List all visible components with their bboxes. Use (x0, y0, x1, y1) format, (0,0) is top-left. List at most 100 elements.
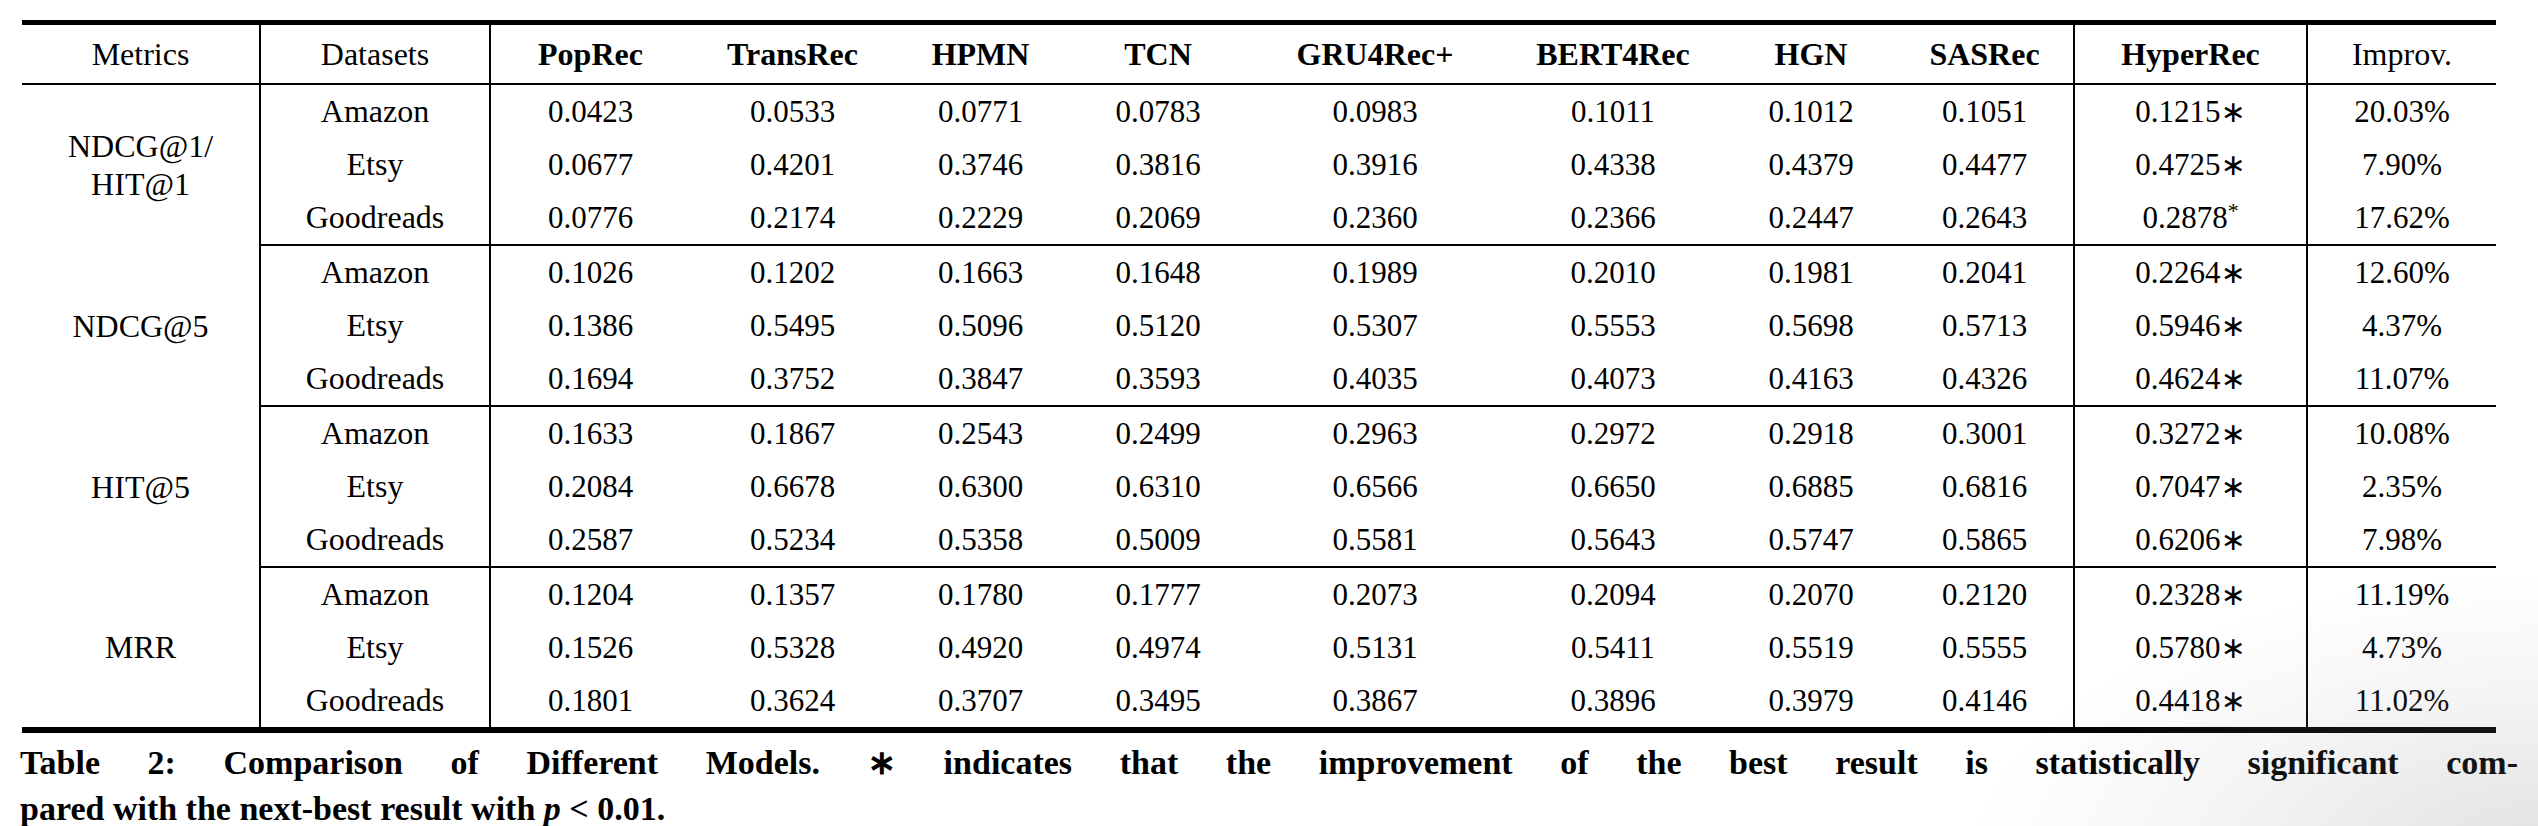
value-cell: 0.4974 (1066, 621, 1250, 674)
significance-marker: ∗ (2221, 523, 2246, 556)
value-cell: 0.4477 (1896, 138, 2074, 191)
value-cell: 0.3746 (895, 138, 1066, 191)
significance-marker: ∗ (2221, 417, 2246, 450)
value-cell: 0.5131 (1250, 621, 1500, 674)
table-row: Goodreads0.18010.36240.37070.34950.38670… (22, 674, 2496, 730)
value-cell: 0.5411 (1500, 621, 1726, 674)
hyperrec-cell: 0.3272∗ (2074, 406, 2307, 460)
improv-cell: 4.73% (2307, 621, 2496, 674)
value-cell: 0.2963 (1250, 406, 1500, 460)
value-cell: 0.4035 (1250, 352, 1500, 406)
caption-text-2: pared with the next-best result with (20, 790, 544, 826)
value-cell: 0.2643 (1896, 191, 2074, 245)
value-cell: 0.5358 (895, 513, 1066, 567)
hyperrec-value: 0.4418 (2135, 683, 2220, 718)
value-cell: 0.1202 (690, 245, 895, 299)
dataset-cell: Etsy (260, 299, 490, 352)
value-cell: 0.3593 (1066, 352, 1250, 406)
dataset-cell: Amazon (260, 84, 490, 138)
significance-marker: ∗ (2221, 95, 2246, 128)
value-cell: 0.4379 (1726, 138, 1896, 191)
metric-label-line: HIT@5 (22, 468, 259, 506)
improv-cell: 7.98% (2307, 513, 2496, 567)
col-header-improv: Improv. (2307, 23, 2496, 85)
table-row: Etsy0.20840.66780.63000.63100.65660.6650… (22, 460, 2496, 513)
metric-label-line: HIT@1 (22, 165, 259, 203)
value-cell: 0.5519 (1726, 621, 1896, 674)
table-header-row: MetricsDatasetsPopRecTransRecHPMNTCNGRU4… (22, 23, 2496, 85)
value-cell: 0.3916 (1250, 138, 1500, 191)
col-header-sasrec: SASRec (1896, 23, 2074, 85)
significance-marker: ∗ (2221, 578, 2246, 611)
metric-label-line: NDCG@5 (22, 307, 259, 345)
col-header-transrec: TransRec (690, 23, 895, 85)
value-cell: 0.6678 (690, 460, 895, 513)
hyperrec-cell: 0.4624∗ (2074, 352, 2307, 406)
value-cell: 0.5495 (690, 299, 895, 352)
improv-cell: 11.07% (2307, 352, 2496, 406)
significance-marker: ∗ (2221, 256, 2246, 289)
value-cell: 0.5328 (690, 621, 895, 674)
table-row: MRRAmazon0.12040.13570.17800.17770.20730… (22, 567, 2496, 621)
value-cell: 0.5009 (1066, 513, 1250, 567)
hyperrec-value: 0.2878 (2142, 200, 2227, 235)
value-cell: 0.6816 (1896, 460, 2074, 513)
improv-cell: 2.35% (2307, 460, 2496, 513)
significance-marker: ∗ (2221, 148, 2246, 181)
improv-cell: 20.03% (2307, 84, 2496, 138)
value-cell: 0.6566 (1250, 460, 1500, 513)
col-header-metrics: Metrics (22, 23, 260, 85)
improv-cell: 10.08% (2307, 406, 2496, 460)
value-cell: 0.3847 (895, 352, 1066, 406)
value-cell: 0.1867 (690, 406, 895, 460)
value-cell: 0.3495 (1066, 674, 1250, 730)
table-row: Goodreads0.25870.52340.53580.50090.55810… (22, 513, 2496, 567)
hyperrec-cell: 0.2264∗ (2074, 245, 2307, 299)
value-cell: 0.6300 (895, 460, 1066, 513)
value-cell: 0.5581 (1250, 513, 1500, 567)
value-cell: 0.4201 (690, 138, 895, 191)
table-row: Goodreads0.07760.21740.22290.20690.23600… (22, 191, 2496, 245)
dataset-cell: Amazon (260, 245, 490, 299)
significance-marker: ∗ (2221, 470, 2246, 503)
hyperrec-value: 0.5780 (2135, 630, 2220, 665)
hyperrec-cell: 0.5946∗ (2074, 299, 2307, 352)
value-cell: 0.2587 (490, 513, 690, 567)
value-cell: 0.5747 (1726, 513, 1896, 567)
table-row: Etsy0.15260.53280.49200.49740.51310.5411… (22, 621, 2496, 674)
improv-cell: 7.90% (2307, 138, 2496, 191)
hyperrec-value: 0.1215 (2135, 94, 2220, 129)
value-cell: 0.0771 (895, 84, 1066, 138)
hyperrec-value: 0.3272 (2135, 416, 2220, 451)
dataset-cell: Amazon (260, 567, 490, 621)
value-cell: 0.0533 (690, 84, 895, 138)
hyperrec-value: 0.6206 (2135, 522, 2220, 557)
paper-page: MetricsDatasetsPopRecTransRecHPMNTCNGRU4… (0, 0, 2538, 826)
value-cell: 0.3867 (1250, 674, 1500, 730)
value-cell: 0.0983 (1250, 84, 1500, 138)
table-row: Etsy0.06770.42010.37460.38160.39160.4338… (22, 138, 2496, 191)
value-cell: 0.1633 (490, 406, 690, 460)
value-cell: 0.1012 (1726, 84, 1896, 138)
value-cell: 0.2010 (1500, 245, 1726, 299)
value-cell: 0.1981 (1726, 245, 1896, 299)
value-cell: 0.2070 (1726, 567, 1896, 621)
value-cell: 0.1011 (1500, 84, 1726, 138)
value-cell: 0.5553 (1500, 299, 1726, 352)
dataset-cell: Goodreads (260, 674, 490, 730)
table-row: NDCG@5Amazon0.10260.12020.16630.16480.19… (22, 245, 2496, 299)
value-cell: 0.2360 (1250, 191, 1500, 245)
value-cell: 0.1526 (490, 621, 690, 674)
table-row: NDCG@1/HIT@1Amazon0.04230.05330.07710.07… (22, 84, 2496, 138)
value-cell: 0.6650 (1500, 460, 1726, 513)
col-header-hgn: HGN (1726, 23, 1896, 85)
caption-text-3: < 0.01. (561, 790, 665, 826)
table-row: Goodreads0.16940.37520.38470.35930.40350… (22, 352, 2496, 406)
value-cell: 0.1777 (1066, 567, 1250, 621)
hyperrec-value: 0.7047 (2135, 469, 2220, 504)
value-cell: 0.1663 (895, 245, 1066, 299)
value-cell: 0.5120 (1066, 299, 1250, 352)
col-header-tcn: TCN (1066, 23, 1250, 85)
value-cell: 0.2543 (895, 406, 1066, 460)
value-cell: 0.2073 (1250, 567, 1500, 621)
